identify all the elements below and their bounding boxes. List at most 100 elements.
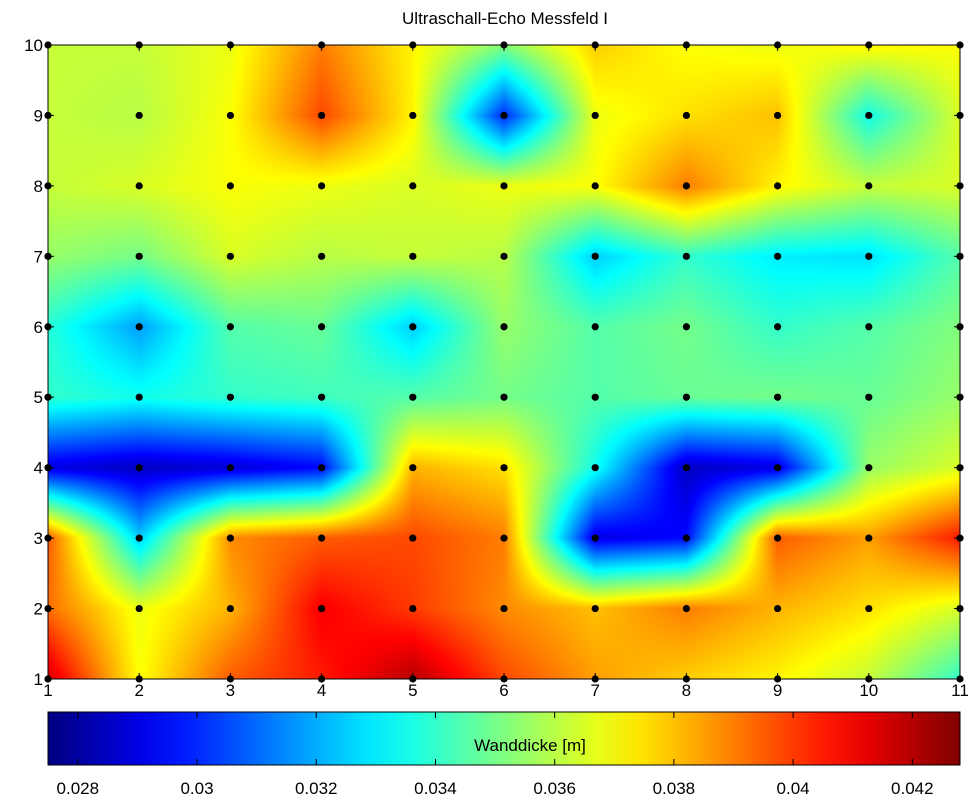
measurement-point [226,252,234,260]
y-tick-label: 2 [34,600,43,619]
measurement-point [865,252,873,260]
y-tick-label: 6 [34,318,43,337]
colorbar-tick-label: 0.03 [180,779,213,798]
measurement-point [774,111,782,120]
measurement-point [409,182,417,190]
measurement-point [135,534,143,542]
measurement-point [774,393,782,401]
measurement-point [318,393,326,401]
measurement-point [865,393,873,401]
measurement-point [318,464,326,472]
measurement-point [409,464,417,472]
measurement-point [682,182,691,190]
chart-title: Ultraschall-Echo Messfeld I [402,9,608,28]
measurement-point [682,464,691,472]
colorbar-tick-label: 0.028 [57,779,100,798]
measurement-point [318,534,326,542]
measurement-point [591,464,599,472]
measurement-point [500,393,508,401]
colorbar-tick-label: 0.032 [295,779,338,798]
x-tick-label: 7 [590,681,599,700]
measurement-point [591,393,599,401]
measurement-point [865,182,873,190]
measurement-point [774,604,782,613]
measurement-point [135,323,143,331]
measurement-point [682,111,691,120]
measurement-point [774,182,782,190]
measurement-point [865,604,873,613]
colorbar-tick-label: 0.034 [414,779,457,798]
x-tick-label: 4 [317,681,326,700]
measurement-point [318,604,326,613]
measurement-point [774,323,782,331]
measurement-point [500,604,508,613]
measurement-point [500,464,508,472]
measurement-point [409,111,417,120]
measurement-point [591,252,599,260]
measurement-point [409,604,417,613]
measurement-point [226,111,234,120]
x-axis: 1 2 3 4 5 6 7 8 9 10 11 [43,45,969,700]
colorbar-tick-label: 0.042 [891,779,934,798]
measurement-points [44,41,964,683]
measurement-point [409,252,417,260]
measurement-point [682,393,691,401]
measurement-point [318,182,326,190]
measurement-point [226,464,234,472]
measurement-point [226,534,234,542]
y-tick-label: 8 [34,177,43,196]
y-tick-label: 5 [34,388,43,407]
measurement-point [865,323,873,331]
y-tick-label: 4 [34,459,43,478]
x-tick-label: 8 [682,681,691,700]
measurement-point [591,111,599,120]
measurement-point [318,111,326,120]
measurement-point [500,182,508,190]
measurement-point [774,464,782,472]
measurement-point [226,182,234,190]
measurement-point [226,604,234,613]
x-tick-label: 10 [859,681,878,700]
measurement-point [682,534,691,542]
measurement-point [591,323,599,331]
colorbar-label: Wanddicke [m] [474,736,586,755]
measurement-point [500,534,508,542]
measurement-point [591,534,599,542]
measurement-point [409,534,417,542]
measurement-point [135,464,143,472]
x-tick-label: 11 [951,681,969,700]
colorbar [47,711,961,766]
measurement-point [865,464,873,472]
measurement-point [135,182,143,190]
measurement-point [409,323,417,331]
y-axis: 1 2 3 4 5 6 7 8 9 10 [24,36,960,689]
measurement-point [318,252,326,260]
measurement-point [500,111,508,120]
colorbar-axis: 0.028 0.03 0.032 0.034 0.036 0.038 0.04 0.042 [57,712,934,798]
colorbar-tick-label: 0.038 [653,779,696,798]
measurement-point [500,323,508,331]
y-tick-label: 10 [24,36,43,55]
measurement-point [135,604,143,613]
x-tick-label: 1 [43,681,52,700]
x-tick-label: 6 [499,681,508,700]
measurement-point [226,323,234,331]
measurement-point [591,604,599,613]
measurement-point [774,534,782,542]
measurement-point [226,393,234,401]
measurement-point [774,252,782,260]
measurement-point [865,534,873,542]
y-tick-label: 7 [34,247,43,266]
x-tick-label: 5 [408,681,417,700]
y-tick-label: 3 [34,529,43,548]
measurement-point [682,252,691,260]
measurement-point [135,111,143,120]
measurement-point [318,323,326,331]
measurement-point [682,604,691,613]
heatmap-surface [48,45,960,679]
measurement-point [591,182,599,190]
measurement-point [135,393,143,401]
y-tick-label: 9 [34,106,43,125]
measurement-point [682,323,691,331]
